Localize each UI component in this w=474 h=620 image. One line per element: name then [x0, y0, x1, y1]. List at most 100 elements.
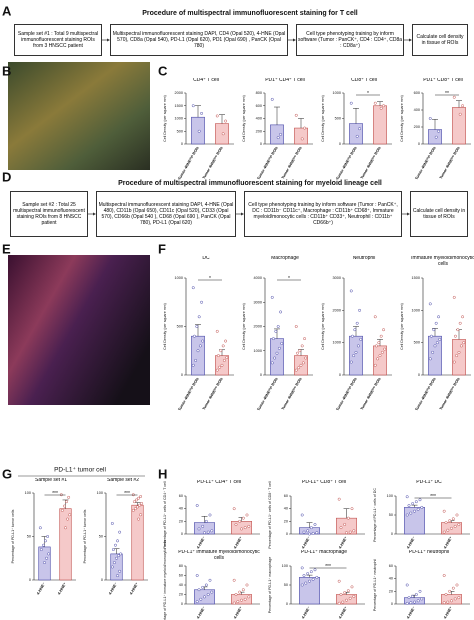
- data-point: [428, 302, 432, 306]
- data-point: [349, 289, 353, 293]
- data-point: [311, 531, 315, 535]
- data-point: [442, 530, 446, 534]
- data-point: [355, 321, 359, 325]
- data-point: [337, 601, 341, 605]
- data-point: [448, 589, 452, 593]
- data-point: [275, 351, 279, 355]
- data-point: [413, 509, 416, 513]
- chart-title-box: PD-L1⁺ macrophage: [301, 550, 347, 555]
- significance: ***: [124, 491, 130, 497]
- data-point: [411, 502, 415, 506]
- data-point: [195, 574, 199, 577]
- error-bar: [274, 106, 280, 125]
- data-point: [452, 360, 456, 364]
- y-tick-label: 20: [179, 519, 183, 523]
- y-tick-label: 60: [284, 494, 288, 498]
- y-tick-label: 500: [177, 325, 183, 329]
- y-tick-label: 40: [389, 577, 393, 581]
- chart-title-box: Immature myeloid/monocytic cells: [411, 256, 474, 266]
- data-point: [201, 339, 205, 343]
- x-tick-label: 4-HNE⁺: [443, 536, 453, 550]
- data-point: [224, 119, 228, 123]
- data-point: [232, 578, 236, 582]
- data-point: [215, 329, 219, 333]
- data-point: [345, 531, 348, 535]
- data-point: [311, 577, 315, 581]
- y-axis-label: Percentage of PD-L1⁺ tumor cells: [11, 509, 15, 563]
- y-tick-label: 40: [179, 507, 183, 511]
- data-point: [352, 594, 356, 598]
- y-axis-label: Percentage of PD-L1⁺ tumor cells: [83, 509, 87, 563]
- data-point: [132, 500, 136, 504]
- y-tick-label: 20: [284, 519, 288, 523]
- data-point: [379, 334, 383, 338]
- data-point: [138, 503, 142, 507]
- data-point: [271, 337, 275, 341]
- data-point: [420, 505, 424, 509]
- data-point: [270, 97, 274, 101]
- error-bar: [377, 101, 383, 106]
- data-point: [200, 300, 204, 304]
- chart-title: PD-L1⁺ DC: [416, 480, 442, 485]
- data-point: [194, 359, 198, 362]
- panel-label: G: [2, 466, 12, 481]
- data-point: [276, 136, 280, 140]
- data-point: [238, 519, 242, 523]
- group-title: PD-L1⁺ tumor cell: [54, 467, 106, 474]
- data-point: [196, 349, 200, 353]
- flow-box: Sample set #1 : Total 9 multispectral im…: [14, 24, 102, 56]
- data-point: [302, 574, 306, 577]
- data-point: [118, 530, 122, 534]
- y-axis-label: Percentage of PD-L1⁺ neutrophil: [373, 559, 377, 611]
- data-point: [352, 529, 356, 533]
- y-tick-label: 0: [29, 578, 31, 582]
- data-point: [119, 552, 123, 556]
- panel-label: A: [2, 3, 12, 18]
- error-bar: [219, 114, 225, 124]
- data-point: [353, 328, 357, 332]
- data-point: [247, 595, 251, 599]
- chart-title: PD-L1⁺ neutrophil: [408, 550, 450, 555]
- data-point: [294, 325, 298, 328]
- panel-label: F: [158, 241, 166, 256]
- data-point: [452, 95, 456, 99]
- x-tick-label: Tumor 4HNEˡᵒʷ ROIs: [281, 146, 303, 180]
- data-point: [192, 334, 196, 338]
- data-point: [216, 354, 220, 358]
- y-tick-label: 0: [418, 373, 420, 377]
- flow-box-box: Cell type phenotyping training by inform…: [244, 191, 402, 237]
- data-point: [279, 132, 283, 136]
- data-point: [414, 500, 418, 504]
- data-point: [349, 101, 353, 105]
- data-point: [380, 350, 384, 354]
- data-point: [191, 286, 195, 290]
- chart-title-box: CD8⁺ T cell: [351, 78, 377, 83]
- data-point: [274, 329, 278, 333]
- bar: [349, 335, 363, 376]
- data-point: [377, 341, 381, 345]
- data-point: [373, 101, 377, 105]
- data-point: [458, 321, 462, 325]
- data-point: [208, 578, 212, 582]
- chart-title: Neutrophil: [352, 256, 376, 261]
- y-tick-label: 50: [389, 513, 393, 517]
- data-point: [339, 593, 343, 596]
- chart-title: PD1⁺ CD4⁺ T cell: [265, 78, 305, 83]
- x-tick-label: Tumor 4HNEʰⁱᵍʰ ROIs: [175, 145, 200, 181]
- data-point: [349, 360, 353, 364]
- data-point: [133, 507, 137, 511]
- data-point: [345, 598, 348, 602]
- y-tick-label: 200: [414, 125, 420, 129]
- data-point: [350, 334, 354, 338]
- y-tick-label: 4000: [254, 276, 262, 280]
- chart-title: CD4⁺ T cell: [193, 78, 219, 83]
- chart-title-box: DC: [202, 256, 209, 261]
- data-point: [315, 575, 319, 579]
- data-point: [446, 600, 450, 604]
- y-tick-label: 80: [179, 564, 183, 568]
- y-tick-label: 0: [181, 532, 183, 536]
- data-point: [304, 581, 308, 585]
- significance: ***: [325, 564, 331, 570]
- flow-box: Cell type phenotyping training by inform…: [244, 191, 402, 237]
- data-point: [139, 495, 143, 498]
